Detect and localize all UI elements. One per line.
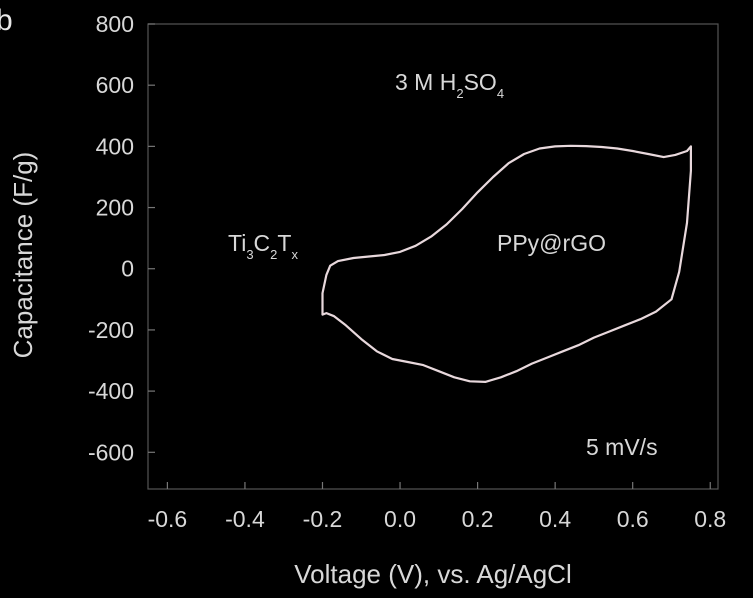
y-tick-label: -400	[88, 378, 134, 404]
x-tick-label: 0.6	[617, 506, 649, 532]
panel-label: b	[0, 4, 13, 37]
y-axis-ticks: 800 600 400 200 0 -200 -400 -600	[88, 11, 155, 465]
x-tick-label: 0.8	[694, 506, 726, 532]
y-tick-label: -600	[88, 439, 134, 465]
x-axis-ticks: -0.6 -0.4 -0.2 0.0 0.2 0.4 0.6 0.8	[148, 482, 726, 532]
y-tick-label: 200	[96, 195, 134, 221]
positive-electrode-annotation: PPy@rGO	[497, 230, 606, 256]
y-tick-label: 600	[96, 72, 134, 98]
negative-electrode-annotation: Ti3C2Tx	[228, 230, 298, 262]
x-tick-label: -0.6	[148, 506, 188, 532]
y-axis-title: Capacitance (F/g)	[8, 152, 38, 359]
y-tick-label: -200	[88, 317, 134, 343]
x-tick-label: 0.0	[384, 506, 416, 532]
plot-frame	[147, 23, 719, 490]
x-tick-label: 0.2	[462, 506, 494, 532]
y-tick-label: 800	[96, 11, 134, 37]
x-tick-label: -0.2	[303, 506, 343, 532]
cv-curve-series	[321, 144, 692, 383]
x-axis-title: Voltage (V), vs. Ag/AgCl	[294, 559, 571, 589]
scan-rate-annotation: 5 mV/s	[586, 434, 658, 460]
x-tick-label: -0.4	[225, 506, 265, 532]
electrolyte-annotation: 3 M H2SO4	[395, 69, 504, 101]
y-tick-label: 0	[121, 256, 134, 282]
y-tick-label: 400	[96, 133, 134, 159]
x-tick-label: 0.4	[539, 506, 571, 532]
